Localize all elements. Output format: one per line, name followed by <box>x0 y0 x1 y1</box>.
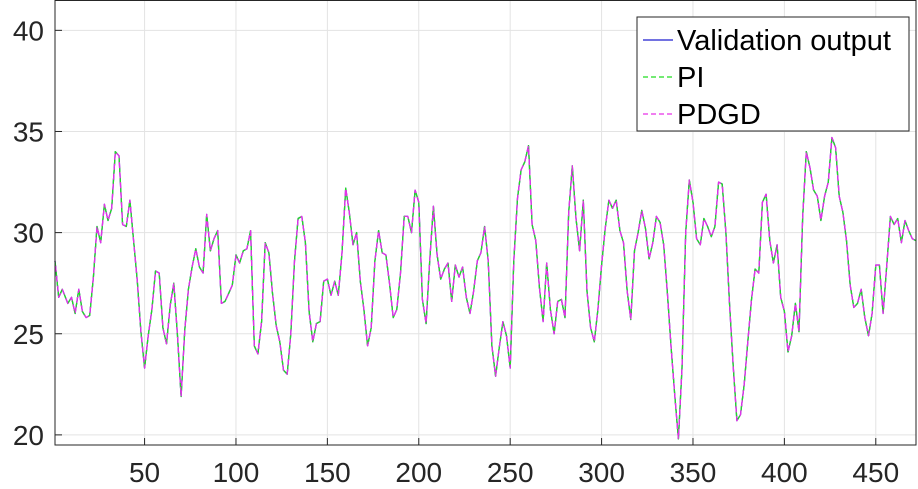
x-tick-label: 200 <box>395 457 442 488</box>
y-tick-label: 35 <box>13 116 44 147</box>
x-tick-label: 300 <box>578 457 625 488</box>
x-tick-label: 250 <box>487 457 534 488</box>
x-tick-label: 50 <box>129 457 160 488</box>
y-tick-label: 40 <box>13 15 44 46</box>
legend-box <box>636 16 910 132</box>
legend-label: PI <box>677 62 704 94</box>
tick-labels: 50 100 150 200 250 300 350 400 450 20 25 30 35 40 <box>13 15 899 488</box>
legend-label: PDGD <box>677 99 761 131</box>
y-tick-label: 25 <box>13 319 44 350</box>
axes <box>54 0 917 446</box>
x-tick-label: 450 <box>852 457 899 488</box>
y-tick-label: 20 <box>13 420 44 451</box>
series-line-pi <box>54 136 917 440</box>
series-layer <box>54 136 917 440</box>
y-tick-label: 30 <box>13 218 44 249</box>
x-tick-label: 150 <box>304 457 351 488</box>
legend-label: Validation output <box>677 25 891 57</box>
x-tick-label: 350 <box>670 457 717 488</box>
x-tick-label: 400 <box>761 457 808 488</box>
x-tick-label: 100 <box>213 457 260 488</box>
legend: Validation output PI PDGD <box>636 16 910 132</box>
axes-box <box>54 0 917 446</box>
